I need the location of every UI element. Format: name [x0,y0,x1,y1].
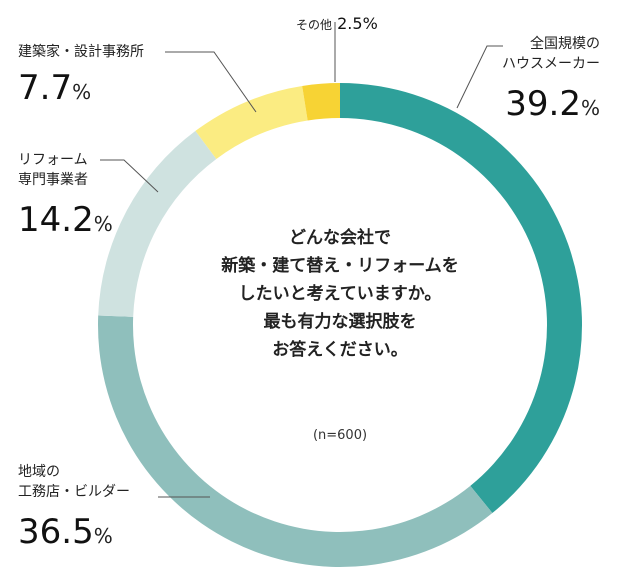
donut-slice [195,85,308,159]
label-value: 14.2% [18,202,113,238]
question-line: 新築・建て替え・リフォームを [221,256,459,276]
label-category-line: 工務店・ビルダー [18,484,130,500]
label-category-line: ハウスメーカー [502,56,600,72]
slice-value-number: 36.5 [18,512,94,552]
sample-size: (n=600) [312,428,368,443]
label-other: その他 2.5% [296,14,378,34]
percent-sign: % [580,96,600,120]
label-value: 36.5% [18,514,130,550]
label-local-builder: 地域の 工務店・ビルダー 36.5% [18,462,130,550]
label-category-line: リフォーム [18,152,88,168]
slice-value-number: 39.2 [505,84,581,124]
label-category-line: その他 [296,18,333,32]
percent-sign: % [93,212,113,236]
label-category-line: 建築家・設計事務所 [18,44,144,60]
percent-sign: % [362,14,378,33]
leader-line [100,159,159,193]
chart-center-question: どんな会社で 新築・建て替え・リフォームを したいと考えていますか。 最も有力な… [200,224,480,364]
label-value: 7.7% [18,70,144,106]
question-line: 最も有力な選択肢を [263,312,417,332]
percent-sign: % [72,80,92,104]
slice-value-number: 14.2 [18,200,94,240]
question-line: したいと考えていますか。 [238,284,442,304]
percent-sign: % [93,524,113,548]
label-house-maker: 全国規模の ハウスメーカー 39.2% [502,34,600,122]
label-value: 2.5% [337,14,378,33]
leader-line [456,45,503,109]
label-architect: 建築家・設計事務所 7.7% [18,42,144,106]
slice-value-number: 2.5 [337,14,363,33]
donut-slice [98,315,493,567]
leader-line [165,51,257,113]
label-value: 39.2% [502,86,600,122]
donut-slice [340,83,582,514]
label-reform: リフォーム 専門事業者 14.2% [18,150,113,238]
label-category-line: 全国規模の [530,36,600,52]
slice-value-number: 7.7 [18,68,73,108]
question-line: お答えください。 [272,340,408,360]
label-category-line: 専門事業者 [18,172,88,188]
donut-slice [98,130,217,317]
question-line: どんな会社で [289,228,391,248]
donut-slice [302,83,340,121]
label-category-line: 地域の [18,464,60,480]
